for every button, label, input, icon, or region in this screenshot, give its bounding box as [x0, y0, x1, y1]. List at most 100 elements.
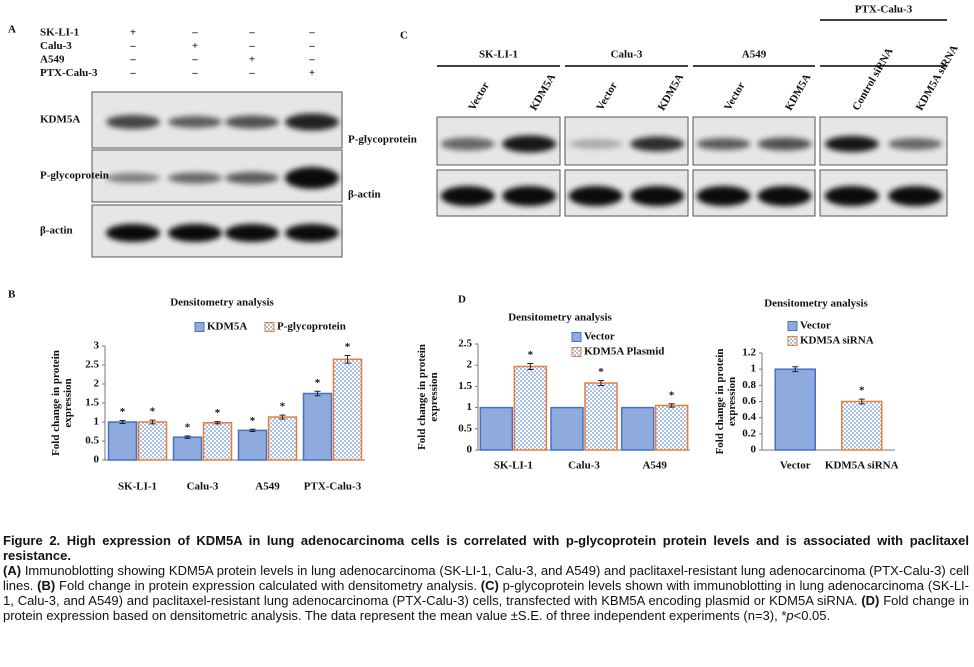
bar	[479, 406, 514, 451]
blot-band	[106, 115, 160, 129]
y-tick-label: 0.6	[742, 395, 756, 407]
bar	[332, 358, 363, 461]
condition-sign: –	[191, 67, 198, 79]
legend-swatch	[264, 322, 275, 332]
y-tick-label: 2.5	[458, 338, 472, 350]
blot-band	[106, 224, 160, 242]
error-bar	[668, 403, 675, 408]
y-tick-label: 0.4	[742, 411, 756, 423]
y-axis-label-line: expression	[428, 372, 440, 421]
caption-segment: Immunoblotting showing KDM5A protein lev…	[3, 563, 969, 593]
y-tick-label: 1	[94, 416, 100, 428]
panel-label: B	[8, 289, 16, 301]
bar	[172, 436, 203, 461]
bar	[620, 406, 655, 451]
error-bar	[792, 366, 799, 373]
lane-label: KDM5A siRNA	[914, 43, 961, 113]
condition-sign: –	[129, 40, 136, 52]
condition-label: SK-LI-1	[40, 27, 79, 39]
error-bar	[249, 428, 256, 432]
y-axis-label-line: Fold change in protein	[416, 344, 428, 450]
condition-sign: –	[308, 40, 315, 52]
bar	[584, 382, 618, 451]
y-tick-label: 0	[751, 444, 757, 456]
lane-label: KDM5A	[783, 72, 814, 113]
y-tick-label: 1.5	[85, 397, 99, 409]
caption-segment: Fold change in protein expression based …	[3, 593, 969, 623]
caption-segment: p	[786, 608, 794, 623]
y-tick-label: 2.5	[85, 359, 99, 371]
blot-band	[888, 186, 943, 206]
caption-title: Figure 2. High expression of KDM5A in lu…	[3, 533, 969, 563]
significance-mark: *	[859, 385, 865, 397]
blot-band	[168, 172, 222, 184]
chart-title: Densitometry analysis	[170, 297, 274, 309]
error-bar	[279, 414, 286, 420]
lane-label: Vector	[466, 80, 492, 113]
blot-band	[106, 173, 160, 183]
blot-band	[285, 113, 339, 131]
condition-sign: +	[249, 54, 255, 66]
y-tick-label: 1	[467, 401, 473, 413]
caption-segment: <0.05.	[793, 608, 831, 623]
condition-label: PTX-Calu-3	[40, 67, 98, 79]
legend-label: KDM5A Plasmid	[584, 346, 664, 358]
y-tick-label: 2	[467, 359, 473, 371]
y-axis-label-line: Fold change in protein	[714, 349, 726, 455]
significance-mark: *	[280, 401, 286, 413]
y-tick-label: 0.5	[85, 435, 99, 447]
blot-band	[696, 186, 751, 206]
caption-segment: (C)	[480, 578, 499, 593]
blot-band	[168, 116, 222, 128]
lane-label: KDM5A	[528, 72, 559, 113]
caption: Figure 2. High expression of KDM5A in lu…	[3, 533, 969, 623]
blot-band	[568, 186, 623, 206]
caption-segment: (B)	[37, 578, 56, 593]
bar	[267, 416, 298, 461]
condition-sign: –	[248, 27, 255, 39]
condition-label: A549	[40, 54, 65, 66]
blot-band	[440, 186, 495, 206]
blot-band	[502, 186, 557, 206]
caption-segment: Fold change in protein expression calcul…	[55, 578, 481, 593]
error-bar	[858, 398, 865, 405]
significance-mark: *	[250, 415, 256, 427]
x-tick-label: Calu-3	[187, 481, 219, 493]
legend-label: KDM5A	[207, 321, 247, 333]
blot-band	[824, 186, 879, 206]
blot-band	[225, 224, 279, 242]
blot-band	[502, 135, 557, 153]
legend-label: P-glycoprotein	[277, 321, 346, 333]
lane-label: Control siRNA	[850, 46, 896, 113]
significance-mark: *	[528, 349, 534, 361]
bar	[107, 421, 138, 461]
x-tick-label: KDM5A siRNA	[825, 460, 899, 472]
blot-band	[168, 224, 222, 242]
condition-sign: +	[309, 67, 315, 79]
bar	[137, 421, 168, 461]
y-tick-label: 1.2	[742, 347, 756, 359]
bar	[841, 400, 883, 451]
legend-swatch	[571, 332, 582, 342]
bar	[237, 429, 268, 461]
error-bar	[184, 435, 191, 439]
legend-swatch	[194, 322, 205, 332]
condition-sign: –	[129, 54, 136, 66]
y-tick-label: 0	[94, 454, 100, 466]
y-axis-label: Fold change in proteinexpression	[714, 349, 738, 455]
blot-band	[225, 172, 279, 184]
bar	[774, 368, 816, 451]
error-bar	[527, 363, 534, 370]
blot-band	[568, 139, 623, 149]
lane-label: Vector	[594, 80, 620, 113]
legend-label: Vector	[800, 320, 831, 332]
chart-title: Densitometry analysis	[764, 298, 868, 310]
condition-label: Calu-3	[40, 40, 72, 52]
bar	[550, 406, 584, 451]
condition-sign: –	[129, 67, 136, 79]
figure: A SK-LI-1 + – – –Calu-3– + – –A549– – + –PTX-Calu-3…	[8, 4, 961, 493]
panel-label: D	[458, 294, 466, 306]
blot-label: P-glycoprotein	[40, 170, 109, 182]
panel-label: A	[8, 24, 16, 36]
condition-sign: –	[191, 27, 198, 39]
